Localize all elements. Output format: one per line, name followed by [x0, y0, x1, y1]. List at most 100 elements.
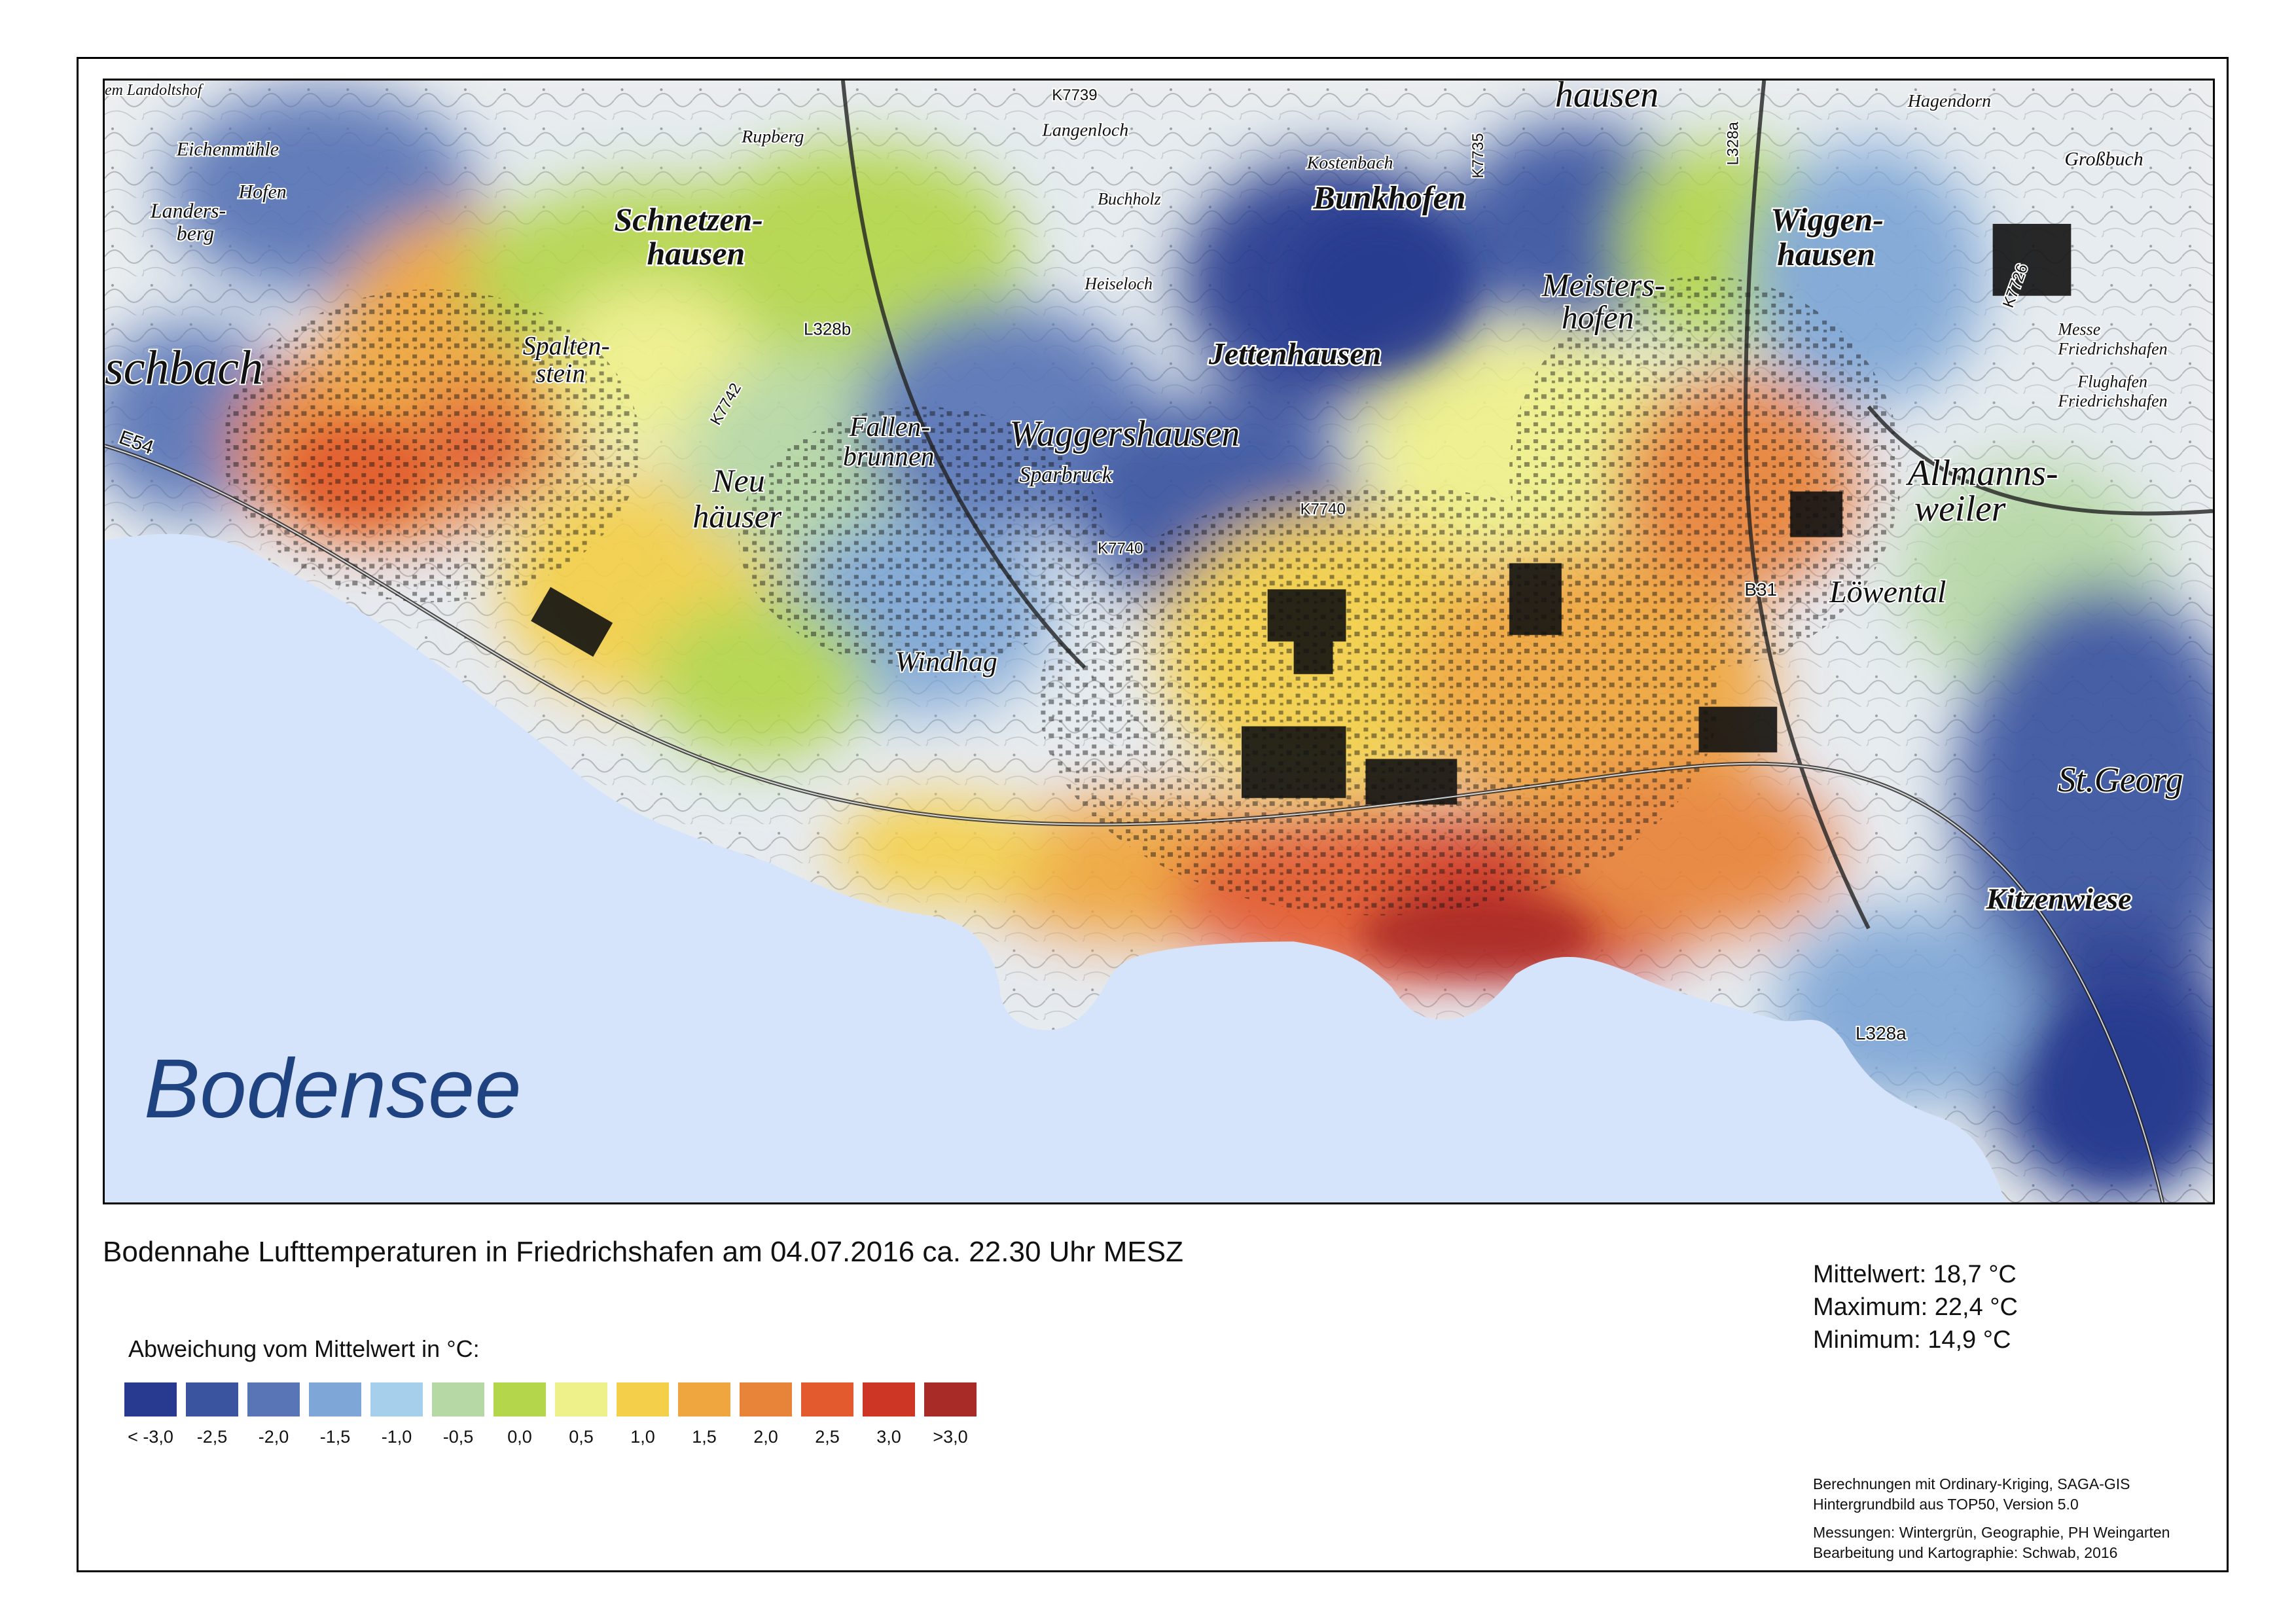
legend-item: 1,0	[617, 1382, 669, 1447]
road-b31: B31	[1744, 579, 1777, 600]
place-neuhaeuser-1: Neu	[711, 463, 764, 499]
lake-label: Bodensee	[144, 1042, 522, 1136]
legend-label: -1,5	[319, 1427, 351, 1447]
place-hagendorn: Hagendorn	[1907, 91, 1991, 111]
place-schnetzenhausen-1: Schnetzen-	[615, 202, 763, 238]
place-landersberg-2: berg	[177, 222, 214, 245]
legend-swatch	[370, 1382, 423, 1416]
place-meistershofen-2: hofen	[1562, 300, 1634, 336]
legend-swatch	[740, 1382, 792, 1416]
color-legend: < -3,0 -2,5 -2,0 -1,5 -1,0 -0,5 0,0 0,5 1,0 1,5 2,…	[124, 1382, 977, 1447]
place-hausen-top: hausen	[1555, 81, 1659, 115]
legend-swatch	[555, 1382, 607, 1416]
credit-measurements: Messungen: Wintergrün, Geographie, PH We…	[1813, 1524, 2170, 1541]
legend-item: -2,5	[186, 1382, 238, 1447]
legend-label: < -3,0	[128, 1427, 173, 1447]
place-schnetzenhausen-2: hausen	[647, 236, 745, 272]
map-title: Bodennahe Lufttemperaturen in Friedrichs…	[103, 1236, 1183, 1268]
road-k7740-a: K7740	[1098, 539, 1143, 557]
place-kitzenwiese: Kitzenwiese	[1986, 882, 2132, 916]
place-allmannsweiler-2: weiler	[1914, 489, 2006, 530]
statistics-panel: Mittelwert: 18,7 °C Maximum: 22,4 °C Min…	[1813, 1258, 2018, 1356]
place-eichenmuehle: Eichenmühle	[176, 139, 279, 160]
place-allmannsweiler-1: Allmanns-	[1905, 453, 2058, 494]
credit-basemap: Hintergrundbild aus TOP50, Version 5.0	[1813, 1496, 2079, 1513]
place-meistershofen-1: Meisters-	[1541, 267, 1665, 303]
place-stgeorgen: St.Georg	[2058, 760, 2183, 799]
legend-item: 2,0	[740, 1382, 792, 1447]
credit-method: Berechnungen mit Ordinary-Kriging, SAGA-…	[1813, 1475, 2130, 1492]
place-wiggenhausen-1: Wiggen-	[1770, 202, 1884, 238]
credit-cartography: Bearbeitung und Kartographie: Schwab, 20…	[1813, 1544, 2118, 1561]
place-neuhaeuser-2: häuser	[692, 499, 781, 535]
road-l328a-north: L328a	[1724, 121, 1742, 165]
place-rupberg: Rupberg	[741, 127, 804, 147]
legend-item: 1,5	[678, 1382, 730, 1447]
temperature-surface	[105, 81, 2213, 1202]
legend-swatch	[801, 1382, 853, 1416]
legend-label: -2,5	[196, 1427, 228, 1447]
legend-label: -2,0	[258, 1427, 289, 1447]
place-labels: Schnetzen- hausen Spalten- stein Neu häu…	[105, 81, 2185, 917]
legend-item: 3,0	[863, 1382, 915, 1447]
legend-swatch	[493, 1382, 546, 1416]
legend-label: 3,0	[876, 1427, 901, 1447]
place-windhag: Windhag	[895, 646, 997, 677]
legend-label: 1,5	[692, 1427, 717, 1447]
legend-item: -2,0	[247, 1382, 300, 1447]
legend-item: -1,5	[309, 1382, 361, 1447]
legend-label: 1,0	[630, 1427, 655, 1447]
place-jettenhausen: Jettenhausen	[1208, 337, 1381, 372]
legend-label: 2,5	[815, 1427, 840, 1447]
map-sheet-frame	[77, 57, 2229, 1572]
legend-label: >3,0	[933, 1427, 968, 1447]
legend-item: -0,5	[432, 1382, 484, 1447]
place-grossbuch: Großbuch	[2064, 149, 2143, 170]
legend-label: 0,0	[507, 1427, 532, 1447]
legend-item: 2,5	[801, 1382, 853, 1447]
stat-min: Minimum: 14,9 °C	[1813, 1326, 2011, 1354]
place-sparbruck: Sparbruck	[1019, 463, 1112, 487]
legend-swatch	[617, 1382, 669, 1416]
legend-swatch	[247, 1382, 300, 1416]
place-messe-2: Friedrichshafen	[2057, 340, 2167, 359]
legend-swatch	[678, 1382, 730, 1416]
road-l328b: L328b	[804, 321, 851, 339]
place-langenloch: Langenloch	[1041, 120, 1128, 141]
road-k7740-b: K7740	[1300, 501, 1346, 518]
legend-label: -0,5	[442, 1427, 474, 1447]
legend-swatch	[124, 1382, 177, 1416]
place-waggershausen: Waggershausen	[1009, 414, 1240, 454]
place-loewental: Löwental	[1829, 575, 1946, 609]
legend-label: -1,0	[381, 1427, 412, 1447]
legend-heading: Abweichung vom Mittelwert in °C:	[128, 1335, 480, 1362]
legend-swatch	[863, 1382, 915, 1416]
place-flughafen-2: Friedrichshafen	[2057, 391, 2167, 410]
legend-swatch	[924, 1382, 977, 1416]
credits: Berechnungen mit Ordinary-Kriging, SAGA-…	[1813, 1474, 2170, 1563]
place-messe-1: Messe	[2057, 320, 2100, 339]
place-heiseloch: Heiseloch	[1084, 274, 1153, 293]
place-fallenbrunnen-2: brunnen	[843, 442, 935, 472]
legend-swatch	[186, 1382, 238, 1416]
place-spaltenstein-2: stein	[536, 358, 585, 388]
road-k7739: K7739	[1052, 86, 1097, 104]
place-spaltenstein-1: Spalten-	[523, 331, 610, 361]
place-hofen: Hofen	[238, 181, 287, 202]
legend-item: 0,5	[555, 1382, 607, 1447]
place-landoltshof: em Landoltshof	[105, 82, 204, 99]
legend-label: 2,0	[753, 1427, 778, 1447]
legend-swatch	[432, 1382, 484, 1416]
place-landersberg-1: Landers-	[150, 199, 226, 222]
place-flughafen-1: Flughafen	[2077, 372, 2147, 391]
road-l328a-south: L328a	[1856, 1023, 1907, 1043]
place-schbach: schbach	[105, 340, 263, 394]
legend-item: -1,0	[370, 1382, 423, 1447]
place-wiggenhausen-2: hausen	[1777, 236, 1875, 272]
place-fallenbrunnen-1: Fallen-	[849, 412, 930, 442]
temperature-map[interactable]: Schnetzen- hausen Spalten- stein Neu häu…	[103, 79, 2215, 1204]
legend-item: < -3,0	[124, 1382, 177, 1447]
stat-mean: Mittelwert: 18,7 °C	[1813, 1261, 2017, 1288]
map-canvas: Schnetzen- hausen Spalten- stein Neu häu…	[105, 81, 2213, 1202]
place-kostenbach: Kostenbach	[1306, 153, 1393, 173]
